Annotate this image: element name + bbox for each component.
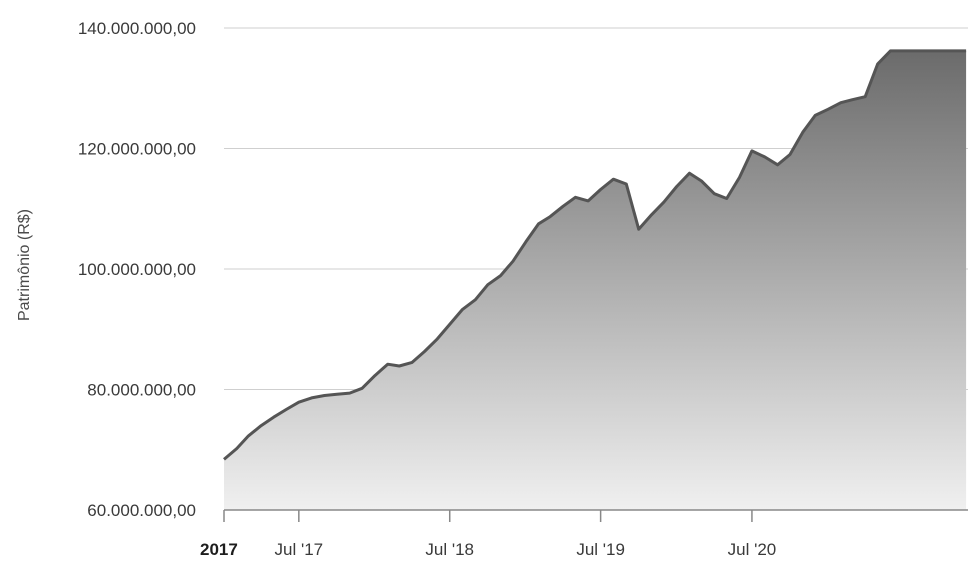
x-tick-label: 2017 — [200, 540, 238, 559]
y-tick-label: 140.000.000,00 — [78, 19, 196, 38]
x-tick-label: Jul '19 — [576, 540, 625, 559]
y-axis-label: Patrimônio (R$) — [16, 209, 33, 321]
x-tick-label: Jul '20 — [728, 540, 777, 559]
x-axis — [223, 509, 968, 522]
x-axis-tick-labels: 2017 Jul '17 Jul '18 Jul '19 Jul '20 — [200, 540, 776, 559]
y-tick-label: 120.000.000,00 — [78, 140, 196, 159]
y-tick-label: 100.000.000,00 — [78, 260, 196, 279]
y-tick-label: 80.000.000,00 — [87, 381, 196, 400]
x-tick-label: Jul '17 — [275, 540, 324, 559]
y-tick-label: 60.000.000,00 — [87, 501, 196, 520]
series-line — [223, 49, 967, 461]
series-area — [224, 50, 967, 511]
y-axis-tick-labels: 60.000.000,00 80.000.000,00 100.000.000,00… — [78, 19, 196, 520]
x-tick-label: Jul '18 — [425, 540, 474, 559]
area-layer — [223, 49, 967, 511]
